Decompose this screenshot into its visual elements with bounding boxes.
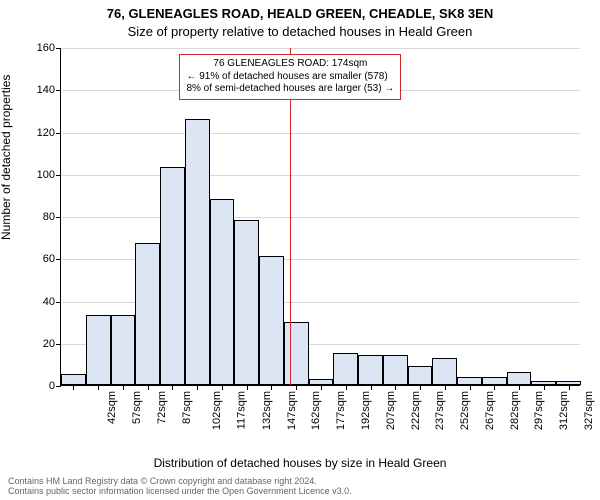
x-tick-mark bbox=[321, 385, 322, 390]
y-tick-label: 40 bbox=[43, 296, 55, 308]
x-tick-mark bbox=[346, 385, 347, 390]
x-tick-mark bbox=[494, 385, 495, 390]
x-tick-label: 282sqm bbox=[509, 391, 521, 430]
x-tick-label: 42sqm bbox=[106, 391, 118, 424]
x-tick-label: 72sqm bbox=[156, 391, 168, 424]
chart-title-line2: Size of property relative to detached ho… bbox=[0, 24, 600, 39]
x-tick-label: 327sqm bbox=[583, 391, 595, 430]
histogram-bar bbox=[111, 315, 136, 385]
x-tick-mark bbox=[247, 385, 248, 390]
histogram-bar bbox=[333, 353, 358, 385]
histogram-bar bbox=[408, 366, 433, 385]
x-tick-label: 222sqm bbox=[410, 391, 422, 430]
footer-line: Contains HM Land Registry data © Crown c… bbox=[8, 476, 592, 496]
x-tick-mark bbox=[197, 385, 198, 390]
histogram-bar bbox=[358, 355, 383, 385]
x-tick-mark bbox=[544, 385, 545, 390]
y-tick-label: 140 bbox=[37, 84, 55, 96]
annotation-line: 8% of semi-detached houses are larger (5… bbox=[186, 83, 394, 96]
annotation-box: 76 GLENEAGLES ROAD: 174sqm← 91% of detac… bbox=[179, 54, 401, 100]
x-tick-mark bbox=[395, 385, 396, 390]
y-tick-mark bbox=[56, 90, 61, 91]
histogram-bar bbox=[432, 358, 457, 385]
x-tick-label: 147sqm bbox=[286, 391, 298, 430]
plot-area: 02040608010012014016042sqm57sqm72sqm87sq… bbox=[60, 48, 580, 386]
gridline bbox=[61, 175, 580, 176]
y-tick-mark bbox=[56, 48, 61, 49]
y-tick-mark bbox=[56, 302, 61, 303]
x-tick-mark bbox=[420, 385, 421, 390]
x-tick-label: 312sqm bbox=[558, 391, 570, 430]
gridline bbox=[61, 48, 580, 49]
x-tick-label: 252sqm bbox=[459, 391, 471, 430]
y-tick-label: 80 bbox=[43, 211, 55, 223]
x-tick-label: 267sqm bbox=[484, 391, 496, 430]
x-tick-mark bbox=[569, 385, 570, 390]
x-tick-label: 192sqm bbox=[360, 391, 372, 430]
y-tick-mark bbox=[56, 259, 61, 260]
x-tick-mark bbox=[98, 385, 99, 390]
x-tick-mark bbox=[123, 385, 124, 390]
x-tick-label: 117sqm bbox=[236, 391, 248, 429]
histogram-bar bbox=[507, 372, 532, 385]
x-tick-label: 177sqm bbox=[335, 391, 347, 430]
x-tick-mark bbox=[296, 385, 297, 390]
x-tick-label: 207sqm bbox=[385, 391, 397, 430]
chart-title-line1: 76, GLENEAGLES ROAD, HEALD GREEN, CHEADL… bbox=[0, 6, 600, 21]
x-tick-label: 297sqm bbox=[533, 391, 545, 430]
y-tick-mark bbox=[56, 386, 61, 387]
y-tick-mark bbox=[56, 175, 61, 176]
x-tick-label: 237sqm bbox=[434, 391, 446, 430]
y-tick-label: 20 bbox=[43, 338, 55, 350]
y-tick-label: 60 bbox=[43, 253, 55, 265]
y-tick-label: 100 bbox=[37, 169, 55, 181]
histogram-bar bbox=[383, 355, 408, 385]
x-tick-label: 102sqm bbox=[212, 391, 224, 430]
annotation-line: ← 91% of detached houses are smaller (57… bbox=[186, 71, 394, 84]
x-tick-label: 132sqm bbox=[261, 391, 273, 430]
x-tick-mark bbox=[519, 385, 520, 390]
gridline bbox=[61, 217, 580, 218]
y-tick-mark bbox=[56, 344, 61, 345]
y-tick-label: 120 bbox=[37, 127, 55, 139]
x-tick-mark bbox=[222, 385, 223, 390]
y-axis-label: Number of detached properties bbox=[0, 75, 13, 240]
histogram-bar bbox=[160, 167, 185, 385]
figure: 76, GLENEAGLES ROAD, HEALD GREEN, CHEADL… bbox=[0, 0, 600, 500]
x-tick-mark bbox=[445, 385, 446, 390]
histogram-bar bbox=[86, 315, 111, 385]
x-tick-mark bbox=[73, 385, 74, 390]
y-tick-label: 160 bbox=[37, 42, 55, 54]
histogram-bar bbox=[135, 243, 160, 385]
x-tick-label: 57sqm bbox=[131, 391, 143, 424]
histogram-bar bbox=[210, 199, 235, 385]
x-axis-label: Distribution of detached houses by size … bbox=[0, 456, 600, 470]
x-tick-mark bbox=[148, 385, 149, 390]
histogram-bar bbox=[61, 374, 86, 385]
gridline bbox=[61, 133, 580, 134]
histogram-bar bbox=[284, 322, 309, 385]
y-tick-mark bbox=[56, 217, 61, 218]
footer-attribution: Contains HM Land Registry data © Crown c… bbox=[8, 476, 592, 496]
annotation-line: 76 GLENEAGLES ROAD: 174sqm bbox=[186, 58, 394, 71]
x-tick-label: 162sqm bbox=[311, 391, 323, 430]
x-tick-mark bbox=[371, 385, 372, 390]
x-tick-mark bbox=[172, 385, 173, 390]
x-tick-label: 87sqm bbox=[181, 391, 193, 424]
histogram-bar bbox=[457, 377, 482, 385]
y-tick-mark bbox=[56, 133, 61, 134]
histogram-bar bbox=[259, 256, 284, 385]
y-tick-label: 0 bbox=[49, 380, 55, 392]
histogram-bar bbox=[482, 377, 507, 385]
x-tick-mark bbox=[271, 385, 272, 390]
histogram-bar bbox=[234, 220, 259, 385]
histogram-bar bbox=[185, 119, 210, 385]
x-tick-mark bbox=[470, 385, 471, 390]
